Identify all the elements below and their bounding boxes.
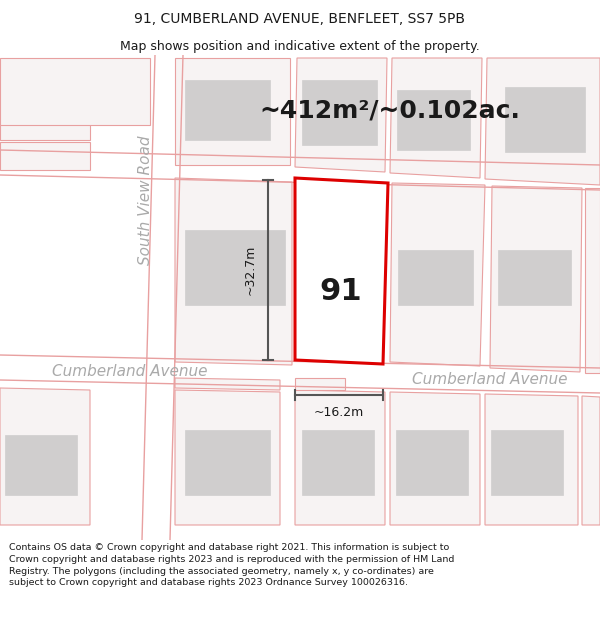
Polygon shape [582, 396, 600, 525]
Polygon shape [0, 388, 90, 525]
Bar [185, 430, 270, 495]
Bar [505, 87, 585, 152]
Polygon shape [295, 58, 387, 172]
Text: South View Road: South View Road [137, 135, 152, 265]
Polygon shape [390, 58, 482, 178]
Bar [397, 90, 470, 150]
Polygon shape [295, 390, 385, 525]
Bar [302, 80, 377, 145]
Polygon shape [390, 183, 485, 366]
Polygon shape [175, 390, 280, 525]
Text: Map shows position and indicative extent of the property.: Map shows position and indicative extent… [120, 39, 480, 52]
Polygon shape [175, 178, 292, 365]
Text: Contains OS data © Crown copyright and database right 2021. This information is : Contains OS data © Crown copyright and d… [9, 543, 454, 588]
Bar [396, 430, 468, 495]
Text: Cumberland Avenue: Cumberland Avenue [412, 372, 568, 388]
Bar [398, 250, 473, 305]
Text: Cumberland Avenue: Cumberland Avenue [52, 364, 208, 379]
Text: ~32.7m: ~32.7m [244, 245, 257, 295]
Polygon shape [175, 58, 290, 165]
Polygon shape [485, 58, 600, 185]
Polygon shape [305, 261, 380, 324]
Polygon shape [585, 188, 600, 373]
Text: 91, CUMBERLAND AVENUE, BENFLEET, SS7 5PB: 91, CUMBERLAND AVENUE, BENFLEET, SS7 5PB [134, 12, 466, 26]
Polygon shape [295, 178, 388, 364]
Bar [5, 435, 77, 495]
Polygon shape [390, 392, 480, 525]
Polygon shape [490, 186, 582, 372]
Polygon shape [175, 378, 280, 390]
Bar [185, 230, 285, 305]
Bar [5, 75, 75, 125]
Text: ~16.2m: ~16.2m [314, 406, 364, 419]
Text: ~412m²/~0.102ac.: ~412m²/~0.102ac. [260, 98, 520, 122]
Bar [185, 80, 270, 140]
Bar [302, 430, 374, 495]
Polygon shape [0, 58, 150, 125]
Polygon shape [295, 378, 345, 390]
Bar [491, 430, 563, 495]
Polygon shape [485, 394, 578, 525]
Text: 91: 91 [319, 277, 362, 306]
Bar [498, 250, 571, 305]
Polygon shape [0, 60, 90, 140]
Polygon shape [0, 142, 90, 170]
